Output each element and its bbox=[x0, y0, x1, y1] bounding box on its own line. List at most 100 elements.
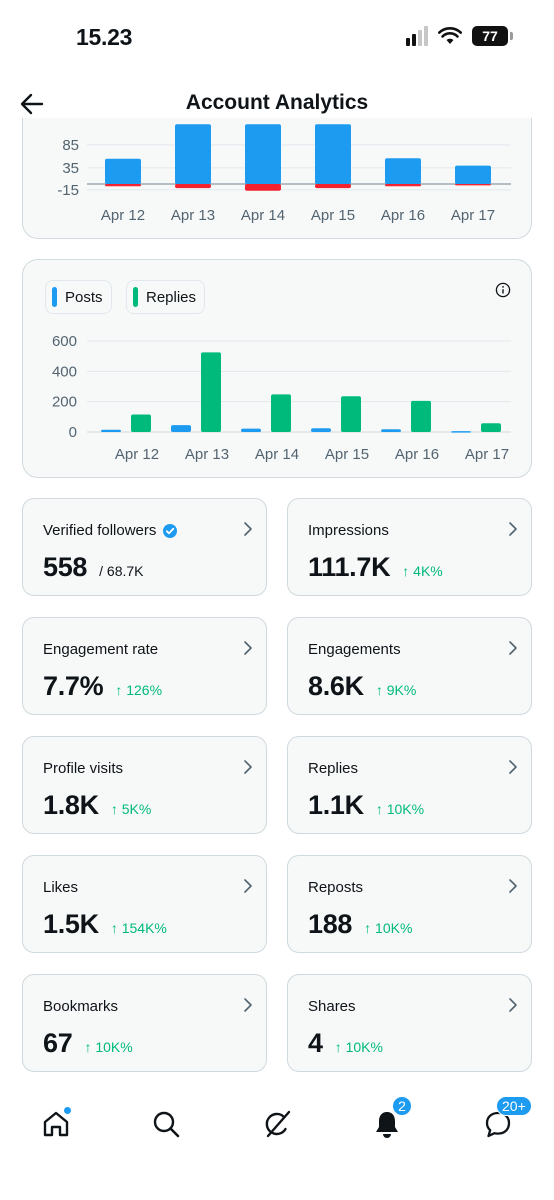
legend-replies-label: Replies bbox=[146, 288, 197, 306]
stat-value-row: 558 / 68.7K bbox=[43, 552, 144, 583]
stat-label: Bookmarks bbox=[43, 998, 118, 1015]
home-icon bbox=[43, 1111, 69, 1137]
x-tick-label: Apr 14 bbox=[255, 446, 299, 463]
nav-grok[interactable] bbox=[257, 1104, 297, 1144]
y-tick-label: 600 bbox=[52, 333, 77, 350]
bar-negative bbox=[245, 184, 281, 191]
stat-label-text: Bookmarks bbox=[43, 998, 119, 1015]
y-tick-label: 0 bbox=[69, 424, 77, 441]
posts-replies-chart-card: Posts Replies 600 400 200 0 Apr 12 Apr 13 Apr … bbox=[22, 259, 532, 478]
stat-label: Profile visits bbox=[43, 760, 123, 777]
x-tick-label: Apr 16 bbox=[395, 446, 439, 463]
stat-value-row: 7.7% ↑ 126% bbox=[43, 671, 162, 702]
stat-tile[interactable]: Reposts 188 ↑ 10K% bbox=[287, 855, 532, 953]
stat-value-row: 1.1K ↑ 10K% bbox=[308, 790, 424, 821]
stat-tile[interactable]: Bookmarks 67 ↑ 10K% bbox=[22, 974, 267, 1072]
chevron-right-icon bbox=[509, 522, 517, 536]
stat-label: Reposts bbox=[308, 879, 363, 896]
search-icon bbox=[153, 1111, 180, 1138]
stat-change: ↑ 10K% bbox=[375, 801, 425, 817]
legend-replies[interactable]: Replies bbox=[126, 280, 206, 314]
stat-change: ↑ 10K% bbox=[334, 1039, 383, 1055]
back-arrow-icon bbox=[20, 93, 44, 115]
bar-negative bbox=[175, 184, 211, 189]
stat-value: 1.1K bbox=[308, 790, 364, 820]
stat-change: ↑ 9K% bbox=[375, 682, 417, 698]
stat-label: Engagements bbox=[308, 641, 401, 658]
nav-messages[interactable]: 20+ bbox=[478, 1096, 532, 1144]
status-time: 15.23 bbox=[76, 24, 133, 50]
info-icon[interactable] bbox=[495, 282, 511, 298]
y-tick-label: 85 bbox=[62, 137, 79, 154]
chevron-right-icon bbox=[244, 760, 252, 774]
bar-negative bbox=[315, 184, 351, 189]
stat-tile[interactable]: Engagement rate 7.7% ↑ 126% bbox=[22, 617, 267, 715]
stat-value-row: 1.5K ↑ 154K% bbox=[43, 909, 167, 940]
stat-label: Shares bbox=[308, 998, 356, 1015]
header: Account Analytics bbox=[0, 80, 554, 130]
bar-positive bbox=[315, 124, 351, 184]
stat-tile[interactable]: Impressions 111.7K ↑ 4K% bbox=[287, 498, 532, 596]
bar-posts bbox=[311, 428, 331, 432]
x-tick-label: Apr 15 bbox=[311, 207, 355, 224]
grok-icon bbox=[265, 1110, 291, 1138]
x-tick-label: Apr 12 bbox=[101, 207, 145, 224]
notifications-badge: 2 bbox=[392, 1096, 412, 1116]
bar-positive bbox=[385, 158, 421, 184]
x-tick-label: Apr 17 bbox=[465, 446, 509, 463]
bar-replies bbox=[411, 400, 431, 432]
stat-label-text: Engagements bbox=[308, 641, 401, 658]
notifications-icon bbox=[376, 1112, 398, 1138]
messages-badge: 20+ bbox=[496, 1096, 532, 1116]
stat-value-row: 1.8K ↑ 5K% bbox=[43, 790, 151, 821]
messages-icon bbox=[485, 1111, 511, 1138]
posts-replies-bar-chart: 600 400 200 0 Apr 12 Apr 13 Apr 14 Apr 15 Apr 16… bbox=[52, 333, 511, 463]
bar-replies bbox=[341, 396, 361, 432]
chevron-right-icon bbox=[244, 522, 252, 536]
bar-positive bbox=[455, 165, 491, 184]
stat-tile[interactable]: Profile visits 1.8K ↑ 5K% bbox=[22, 736, 267, 834]
chevron-right-icon bbox=[244, 998, 252, 1012]
stat-label-text: Engagement rate bbox=[43, 641, 159, 658]
nav-home[interactable] bbox=[36, 1104, 76, 1144]
stat-value: 8.6K bbox=[308, 671, 364, 701]
nav-search[interactable] bbox=[146, 1104, 186, 1144]
posts-swatch bbox=[52, 287, 57, 307]
page-title: Account Analytics bbox=[185, 91, 369, 114]
stat-tile[interactable]: Replies 1.1K ↑ 10K% bbox=[287, 736, 532, 834]
wifi-icon bbox=[438, 27, 462, 44]
stat-value: 1.5K bbox=[43, 909, 99, 939]
stat-label: Replies bbox=[308, 760, 358, 777]
stat-change: ↑ 10K% bbox=[364, 920, 413, 936]
y-tick-label: 200 bbox=[52, 394, 77, 411]
signal-icon bbox=[406, 26, 428, 46]
stat-tile[interactable]: Engagements 8.6K ↑ 9K% bbox=[287, 617, 532, 715]
stat-label-text: Likes bbox=[43, 879, 79, 896]
y-tick-label: 35 bbox=[62, 160, 79, 177]
stat-change: ↑ 10K% bbox=[84, 1039, 133, 1055]
stat-tile[interactable]: Verified followers 558 / 68.7K bbox=[22, 498, 267, 596]
stat-label-text: Verified followers bbox=[43, 522, 157, 539]
stat-value: 1.8K bbox=[43, 790, 99, 820]
stat-label: Engagement rate bbox=[43, 641, 158, 658]
stat-label: Impressions bbox=[308, 522, 389, 539]
home-notification-dot bbox=[63, 1106, 72, 1115]
stat-change: ↑ 126% bbox=[115, 682, 163, 698]
nav-notifications[interactable]: 2 bbox=[367, 1096, 412, 1144]
back-button[interactable] bbox=[14, 86, 50, 122]
legend-posts[interactable]: Posts bbox=[45, 280, 112, 314]
bar-positive bbox=[175, 124, 211, 184]
stat-tile[interactable]: Shares 4 ↑ 10K% bbox=[287, 974, 532, 1072]
stat-label-text: Shares bbox=[308, 998, 356, 1015]
stat-value-row: 67 ↑ 10K% bbox=[43, 1028, 133, 1059]
chevron-right-icon bbox=[509, 998, 517, 1012]
stat-tile[interactable]: Likes 1.5K ↑ 154K% bbox=[22, 855, 267, 953]
bar-negative bbox=[455, 184, 491, 186]
stat-label-text: Impressions bbox=[308, 522, 389, 539]
x-tick-label: Apr 12 bbox=[115, 446, 159, 463]
top-bar-chart: 85 35 -15 Apr 12 Apr 13 Apr 14 Apr 15 Apr 16 Apr… bbox=[57, 124, 511, 224]
x-tick-label: Apr 13 bbox=[185, 446, 229, 463]
stat-value: 67 bbox=[43, 1028, 73, 1058]
status-bar: 15.23 77 bbox=[0, 0, 554, 72]
chevron-right-icon bbox=[244, 641, 252, 655]
